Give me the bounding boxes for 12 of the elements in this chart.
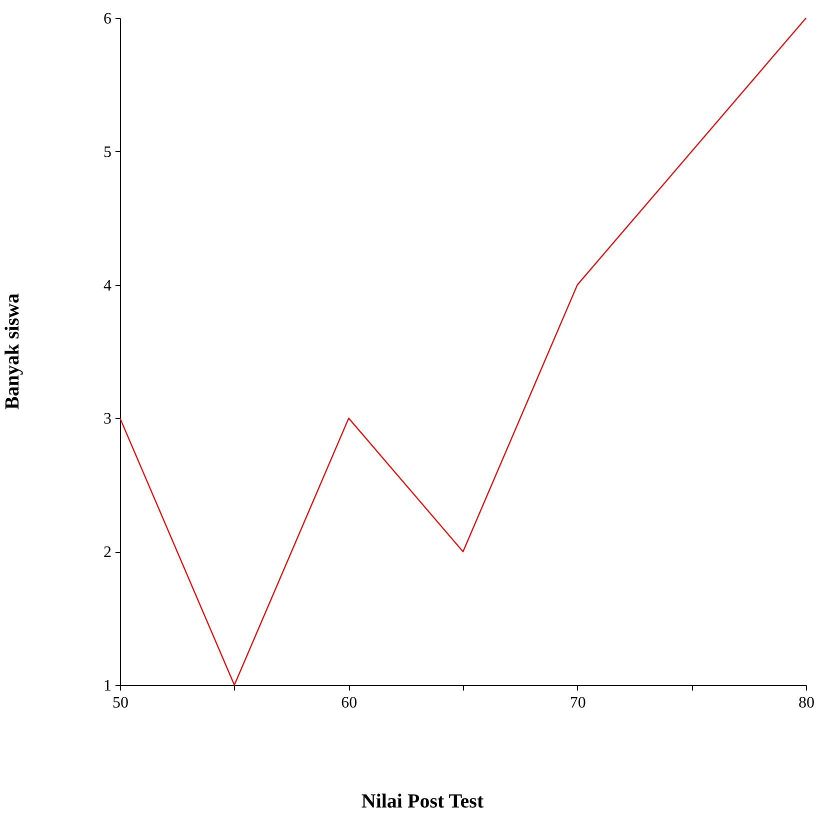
y-tick-label: 3 xyxy=(104,410,112,428)
x-tick-label: 70 xyxy=(570,694,586,712)
y-tick-label: 2 xyxy=(104,544,112,562)
y-tick-label: 6 xyxy=(104,10,112,28)
y-tick-label: 4 xyxy=(104,277,112,294)
x-tick-label: 80 xyxy=(798,694,814,712)
y-tick-label: 1 xyxy=(104,678,112,694)
x-axis-title: Nilai Post Test xyxy=(361,790,484,812)
y-axis-title: Banyak siswa xyxy=(2,293,24,410)
y-tick-label: 5 xyxy=(104,144,112,161)
x-tick-label: 50 xyxy=(112,694,128,712)
x-tick-label: 60 xyxy=(341,694,358,712)
